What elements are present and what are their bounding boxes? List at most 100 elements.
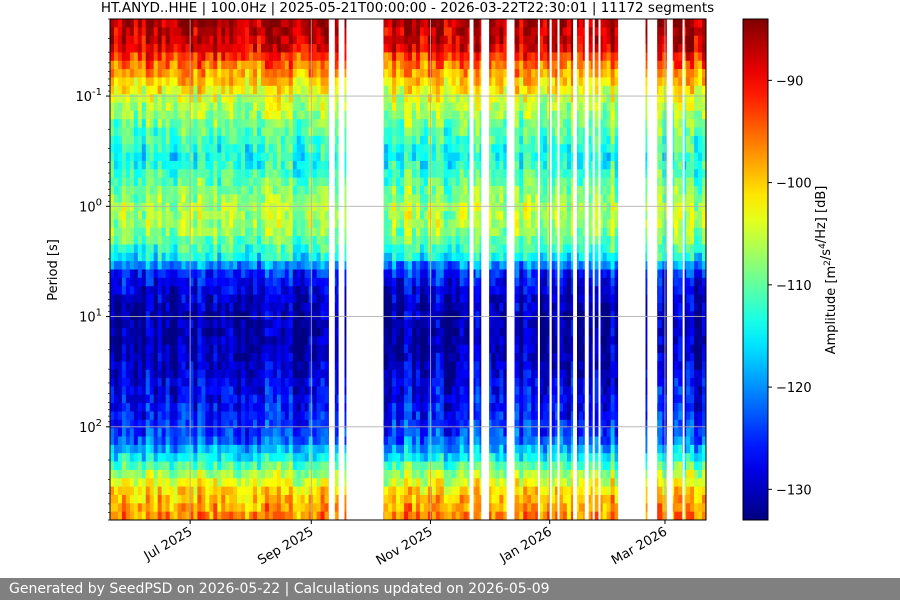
heatmap-cell [268,27,274,37]
heatmap-cell [292,428,298,438]
heatmap-cell [280,252,286,262]
heatmap-cell [249,361,254,371]
heatmap-cell [423,177,429,187]
heatmap-cell [225,110,230,120]
heatmap-cell [260,503,266,513]
heatmap-cell [189,277,195,287]
heatmap-cell [193,169,199,179]
heatmap-cell [431,494,437,504]
heatmap-cell [177,378,183,387]
heatmap-cell [257,102,262,112]
heatmap-cell [316,511,322,520]
heatmap-cell [221,60,226,70]
heatmap-cell [193,27,199,37]
heatmap-cell [264,369,270,379]
heatmap-cell [110,60,115,70]
heatmap-cell [384,127,389,137]
heatmap-cell [141,469,147,479]
heatmap-cell [408,152,413,162]
heatmap-cell [201,27,206,37]
heatmap-cell [264,244,270,254]
heatmap-cell [423,186,429,195]
heatmap-cell [312,60,318,70]
heatmap-cell [113,44,119,53]
heatmap-cell [320,186,326,195]
heatmap-cell [249,35,254,45]
heatmap-cell [296,110,302,120]
heatmap-cell [260,453,266,463]
heatmap-cell [284,110,290,120]
heatmap-cell [312,277,318,287]
heatmap-cell [169,294,175,304]
heatmap-cell [304,486,310,496]
heatmap-cell [276,211,282,220]
heatmap-cell [237,69,242,79]
heatmap-cell [415,152,421,162]
heatmap-cell [233,294,238,304]
heatmap-cell [431,85,437,95]
heatmap-cell [431,378,437,387]
heatmap-cell [165,453,171,463]
heatmap-cell [249,269,254,279]
heatmap-cell [173,152,179,162]
heatmap-cell [177,302,183,312]
heatmap-cell [408,419,413,429]
heatmap-cell [213,327,218,337]
heatmap-cell [288,336,294,346]
heatmap-cell [237,327,242,337]
heatmap-cell [117,461,123,471]
heatmap-cell [388,478,393,488]
heatmap-cell [296,35,302,45]
heatmap-cell [113,211,119,220]
heatmap-cell [161,69,167,79]
heatmap-cell [129,102,135,112]
heatmap-cell [316,369,322,379]
heatmap-cell [161,94,167,104]
heatmap-cell [157,411,163,421]
heatmap-cell [411,411,417,421]
heatmap-cell [411,369,417,379]
heatmap-cell [431,236,437,246]
heatmap-cell [153,311,159,321]
heatmap-cell [400,252,405,262]
heatmap-cell [408,302,413,312]
heatmap-cell [280,353,286,362]
heatmap-cell [404,428,409,438]
heatmap-cell [149,486,155,496]
heatmap-cell [304,511,310,520]
heatmap-cell [411,378,417,387]
heatmap-cell [137,494,143,504]
heatmap-cell [268,411,274,421]
heatmap-cell [284,428,290,438]
heatmap-cell [133,94,139,104]
heatmap-cell [260,127,266,137]
heatmap-cell [221,19,226,28]
heatmap-cell [177,35,183,45]
heatmap-cell [129,110,135,120]
heatmap-cell [280,486,286,496]
heatmap-cell [249,211,254,220]
heatmap-cell [435,453,441,463]
heatmap-cell [419,211,425,220]
heatmap-cell [193,227,199,237]
heatmap-cell [249,444,254,454]
heatmap-cell [411,186,417,195]
heatmap-cell [241,211,246,220]
heatmap-cell [423,160,429,170]
heatmap-cell [316,211,322,220]
heatmap-cell [133,211,139,220]
heatmap-cell [149,453,155,463]
heatmap-cell [431,461,437,471]
heatmap-cell [110,236,115,246]
heatmap-cell [153,160,159,170]
heatmap-cell [161,227,167,237]
heatmap-cell [149,361,155,371]
heatmap-cell [237,469,242,479]
heatmap-cell [431,261,437,271]
heatmap-cell [205,60,210,70]
heatmap-cell [133,60,139,70]
heatmap-cell [253,152,258,162]
heatmap-cell [110,369,115,379]
heatmap-cell [161,469,167,479]
heatmap-cell [388,344,393,354]
